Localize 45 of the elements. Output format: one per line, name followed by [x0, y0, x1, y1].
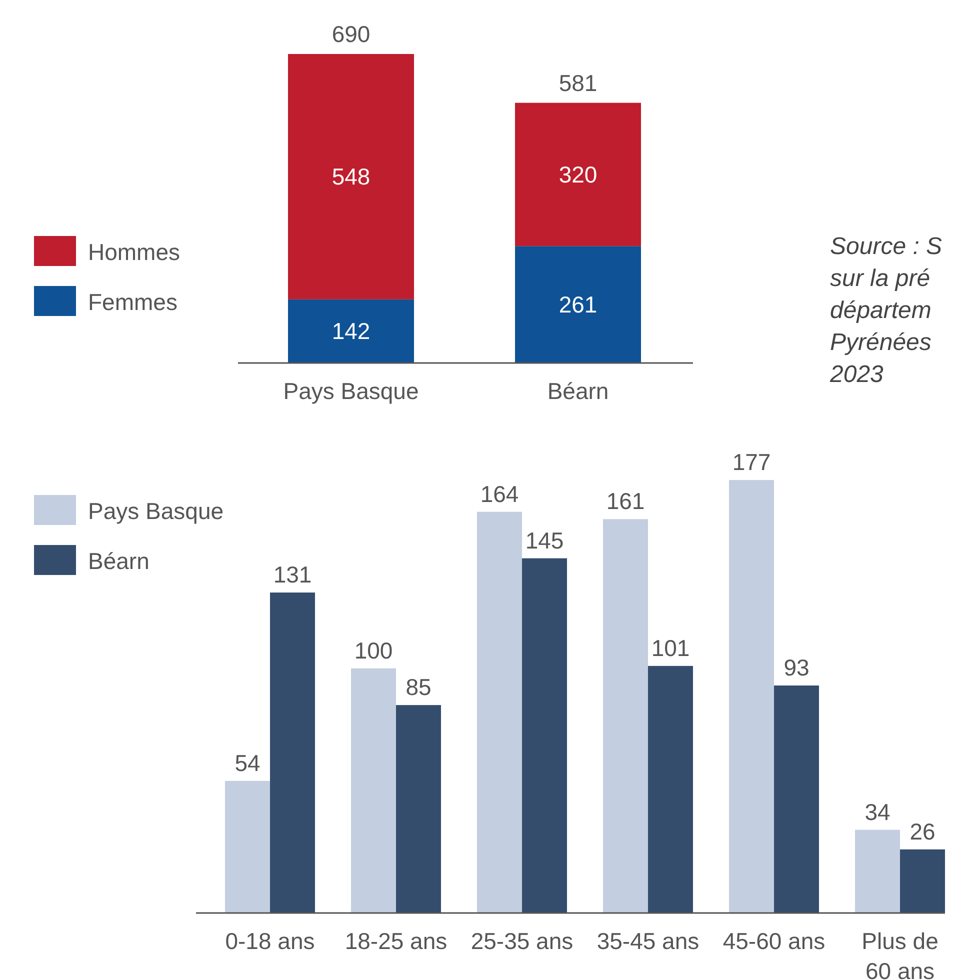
bar	[396, 705, 441, 913]
legend-label: Pays Basque	[88, 498, 224, 524]
data-label: 100	[354, 637, 393, 664]
bar	[729, 480, 774, 913]
bar	[855, 830, 900, 913]
legend-label: Femmes	[88, 289, 178, 315]
source-note: Source : S sur la pré départem Pyrénées 2023	[829, 233, 942, 388]
data-label: 164	[480, 480, 519, 507]
bar	[515, 246, 641, 363]
bar	[774, 685, 819, 913]
data-label: 34	[864, 798, 890, 825]
data-label: 145	[525, 527, 564, 554]
bar	[288, 54, 414, 300]
bar	[288, 299, 414, 363]
data-label: 142	[332, 318, 370, 344]
bar	[515, 102, 641, 246]
bar	[603, 519, 648, 913]
legend-label: Hommes	[88, 239, 180, 265]
x-tick-label: 35-45 ans	[596, 928, 700, 954]
data-label: 93	[784, 654, 810, 680]
bar	[477, 512, 522, 913]
data-label: 177	[732, 449, 771, 475]
data-label: 131	[273, 562, 312, 588]
x-tick-label: 18-25 ans	[344, 928, 448, 954]
data-label: 26	[910, 818, 936, 844]
data-label: 548	[332, 164, 370, 190]
x-tick-label: 0-18 ans	[225, 928, 315, 954]
data-label: 320	[558, 161, 598, 188]
x-tick-label: 25-35 ans	[470, 928, 574, 954]
bar	[225, 780, 270, 913]
bar	[351, 668, 396, 913]
data-label: 261	[558, 292, 598, 318]
total-label: 690	[332, 21, 370, 47]
legend-label: Béarn	[88, 548, 150, 574]
bar	[900, 849, 945, 913]
total-label: 581	[558, 70, 598, 96]
bar	[270, 592, 315, 913]
x-tick-label: 45-60 ans	[722, 928, 826, 954]
x-tick-label: Plus de 60 ans	[862, 928, 938, 980]
data-label: 54	[234, 750, 260, 776]
data-label: 101	[651, 634, 690, 661]
bar	[648, 666, 693, 913]
data-label: 161	[606, 488, 645, 514]
data-label: 85	[406, 674, 432, 700]
bar	[522, 558, 567, 913]
